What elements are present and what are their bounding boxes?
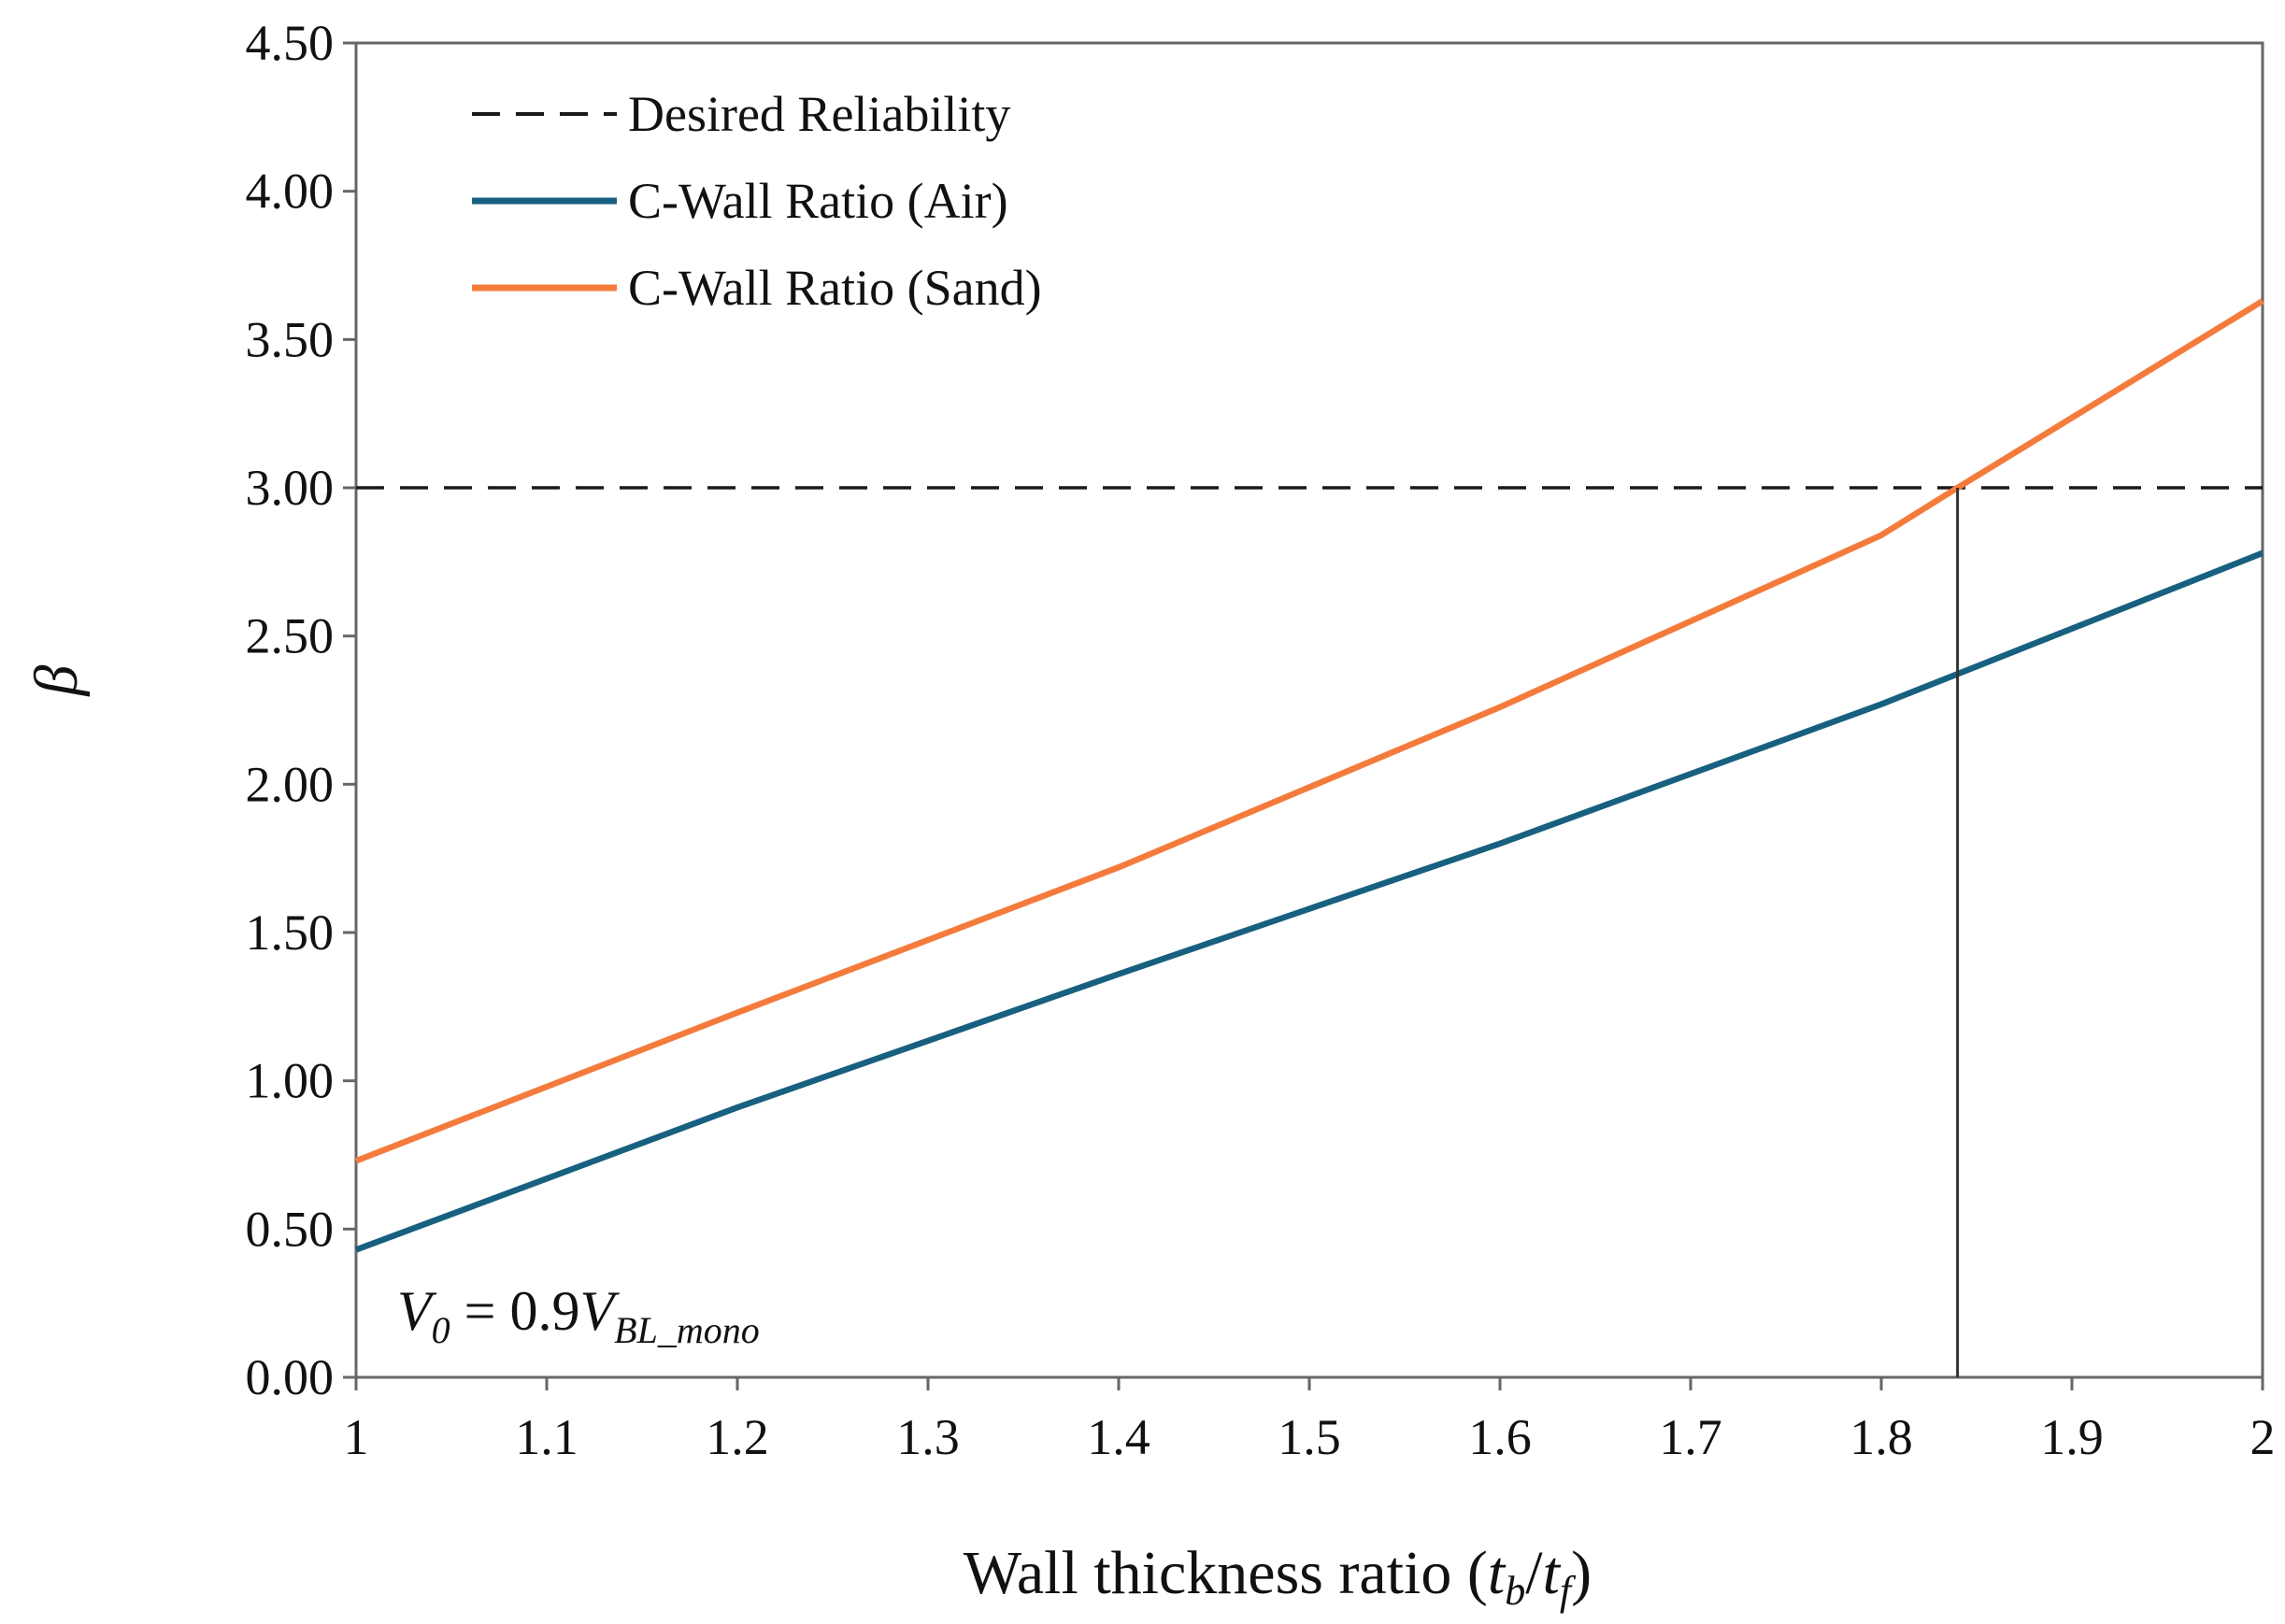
y-tick-label: 4.50 xyxy=(246,15,335,71)
y-tick-label: 4.00 xyxy=(246,164,335,220)
x-tick-label: 1.7 xyxy=(1659,1409,1722,1465)
x-tick-label: 1.6 xyxy=(1468,1409,1532,1465)
x-tick-label: 1.5 xyxy=(1278,1409,1341,1465)
plot-frame xyxy=(354,41,2264,1379)
x-tick-label: 1.4 xyxy=(1087,1409,1150,1465)
legend-label-desired-reliability: Desired Reliability xyxy=(628,86,1010,142)
y-axis-ticks: 0.00 0.50 1.00 1.50 2.00 2.50 3.00 3.50 4.00 4.50 xyxy=(246,15,356,1405)
legend: Desired Reliability C-Wall Ratio (Air) C… xyxy=(472,86,1042,316)
x-tick-label: 1.9 xyxy=(2040,1409,2104,1465)
y-tick-label: 1.50 xyxy=(246,905,335,961)
legend-label-c-wall-air: C-Wall Ratio (Air) xyxy=(628,173,1008,229)
x-tick-label: 1.3 xyxy=(896,1409,960,1465)
x-tick-label: 2 xyxy=(2250,1409,2276,1465)
y-tick-label: 3.50 xyxy=(246,311,335,367)
y-tick-label: 2.50 xyxy=(246,608,335,664)
series-line-c-wall-ratio-sand xyxy=(354,298,2264,1164)
y-tick-label: 0.50 xyxy=(246,1201,335,1257)
formula-annotation: V0 = 0.9VBL_mono xyxy=(397,1280,760,1351)
x-tick-label: 1.2 xyxy=(706,1409,769,1465)
x-axis-ticks: 1 1.1 1.2 1.3 1.4 1.5 1.6 1.7 1.8 1.9 2 xyxy=(344,1377,2276,1465)
series-layer xyxy=(354,298,2264,1253)
series-line-c-wall-ratio-air xyxy=(354,549,2264,1253)
x-tick-label: 1.8 xyxy=(1849,1409,1913,1465)
y-tick-label: 2.00 xyxy=(246,756,335,812)
plot-area xyxy=(354,41,2264,1379)
y-tick-label: 1.00 xyxy=(246,1053,335,1109)
y-tick-label: 0.00 xyxy=(246,1349,335,1405)
x-tick-label: 1.1 xyxy=(515,1409,578,1465)
x-tick-label: 1 xyxy=(344,1409,369,1465)
legend-label-c-wall-sand: C-Wall Ratio (Sand) xyxy=(628,260,1042,316)
y-tick-label: 3.00 xyxy=(246,460,335,516)
x-axis-title: Wall thickness ratio (tb/tf) xyxy=(964,1539,1592,1614)
y-axis-title: β xyxy=(22,664,91,697)
